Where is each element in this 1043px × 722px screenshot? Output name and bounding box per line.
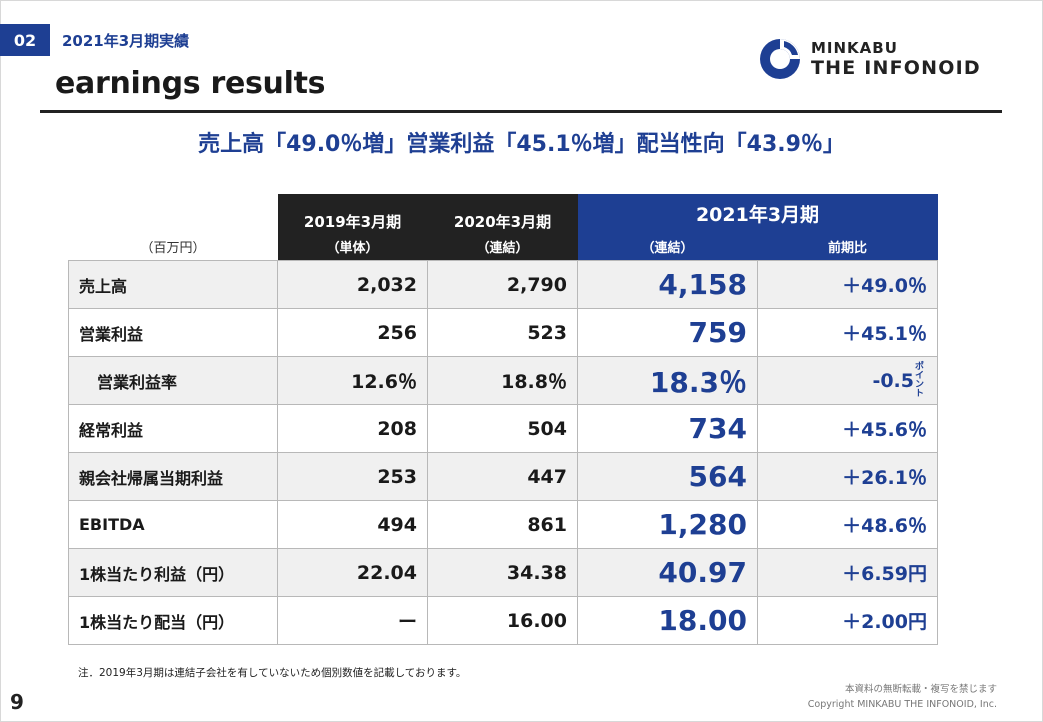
company-logo: MINKABU THE INFONOID — [757, 36, 981, 82]
value-2020: 861 — [427, 500, 578, 549]
table-row: 1株当たり配当（円） ー 16.00 18.00 ＋2.00円 — [68, 596, 938, 645]
row-label: 1株当たり利益（円） — [68, 548, 278, 597]
value-yoy: ＋2.00円 — [757, 596, 938, 645]
value-2021: 759 — [577, 308, 758, 357]
value-2019: 256 — [277, 308, 428, 357]
table-row: 売上高 2,032 2,790 4,158 ＋49.0％ — [68, 260, 938, 309]
logo-text-minkabu: MINKABU — [811, 38, 898, 57]
headline: 売上高「49.0％増」営業利益「45.1％増」配当性向「43.9％」 — [198, 132, 845, 157]
value-yoy: ＋45.1％ — [757, 308, 938, 357]
section-number-badge: 02 — [0, 24, 50, 56]
value-2021: 734 — [577, 404, 758, 453]
value-yoy-cell: -0.5 ポイ ント — [757, 356, 938, 405]
section-title: 2021年3月期実績 — [62, 32, 190, 50]
logo-text-infonoid: THE INFONOID — [811, 56, 981, 79]
earnings-table: 2019年3月期 2020年3月期 2021年3月期 （百万円） （単体） （連… — [68, 194, 938, 645]
point-unit-top: ポイ — [915, 361, 925, 381]
header-basis-2021: （連結） — [577, 232, 758, 261]
table-row: 営業利益率 12.6％ 18.8％ 18.3％ -0.5 ポイ ント — [68, 356, 938, 405]
page-number: 9 — [10, 690, 24, 714]
value-2019: 253 — [277, 452, 428, 501]
header-yoy: 前期比 — [757, 232, 938, 261]
table-row: EBITDA 494 861 1,280 ＋48.6％ — [68, 500, 938, 549]
unit-label: （百万円） — [68, 232, 278, 261]
copyright-block: 本資料の無断転載・複写を禁じます Copyright MINKABU THE I… — [808, 683, 997, 712]
header-year-2019: 2019年3月期 — [277, 194, 428, 232]
header-year-2021: 2021年3月期 — [577, 194, 938, 232]
value-2021: 18.00 — [577, 596, 758, 645]
value-2021: 40.97 — [577, 548, 758, 597]
point-unit: ポイ ント — [915, 361, 927, 399]
value-2019: 22.04 — [277, 548, 428, 597]
value-yoy: ＋6.59円 — [757, 548, 938, 597]
minkabu-logo-icon — [760, 39, 800, 79]
value-yoy: ＋49.0％ — [757, 260, 938, 309]
footnote: 注．2019年3月期は連結子会社を有していないため個別数値を記載しております。 — [78, 667, 467, 679]
heading-divider — [40, 110, 1002, 113]
page-title: earnings results — [55, 66, 326, 101]
row-label: 売上高 — [68, 260, 278, 309]
value-2021: 1,280 — [577, 500, 758, 549]
header-blank-cell — [68, 194, 278, 232]
row-label: 営業利益率 — [68, 356, 278, 405]
header-basis-2020: （連結） — [427, 232, 578, 261]
value-2020: 447 — [427, 452, 578, 501]
table-row: 1株当たり利益（円） 22.04 34.38 40.97 ＋6.59円 — [68, 548, 938, 597]
value-2020: 34.38 — [427, 548, 578, 597]
value-yoy: ＋26.1％ — [757, 452, 938, 501]
value-2020: 18.8％ — [427, 356, 578, 405]
value-yoy: ＋48.6％ — [757, 500, 938, 549]
row-label: 1株当たり配当（円） — [68, 596, 278, 645]
value-2019: 494 — [277, 500, 428, 549]
value-yoy: ＋45.6％ — [757, 404, 938, 453]
header-basis-2019: （単体） — [277, 232, 428, 261]
header-year-2020: 2020年3月期 — [427, 194, 578, 232]
table-row: 営業利益 256 523 759 ＋45.1％ — [68, 308, 938, 357]
value-2020: 504 — [427, 404, 578, 453]
value-2020: 16.00 — [427, 596, 578, 645]
value-2019: 208 — [277, 404, 428, 453]
value-2021: 564 — [577, 452, 758, 501]
value-2021: 18.3％ — [577, 356, 758, 405]
copyright-text: Copyright MINKABU THE INFONOID, Inc. — [807, 698, 997, 710]
table-row: 親会社帰属当期利益 253 447 564 ＋26.1％ — [68, 452, 938, 501]
value-2020: 523 — [427, 308, 578, 357]
value-2020: 2,790 — [427, 260, 578, 309]
value-2019: 12.6％ — [277, 356, 428, 405]
point-unit-bottom: ント — [915, 379, 925, 399]
table-row: 経常利益 208 504 734 ＋45.6％ — [68, 404, 938, 453]
row-label: 営業利益 — [68, 308, 278, 357]
value-2019: ー — [277, 596, 428, 645]
reproduction-notice: 本資料の無断転載・複写を禁じます — [844, 684, 997, 695]
value-2019: 2,032 — [277, 260, 428, 309]
value-yoy: -0.5 — [872, 369, 914, 392]
value-2021: 4,158 — [577, 260, 758, 309]
row-label: 経常利益 — [68, 404, 278, 453]
row-label: 親会社帰属当期利益 — [68, 452, 278, 501]
row-label: EBITDA — [68, 500, 278, 549]
